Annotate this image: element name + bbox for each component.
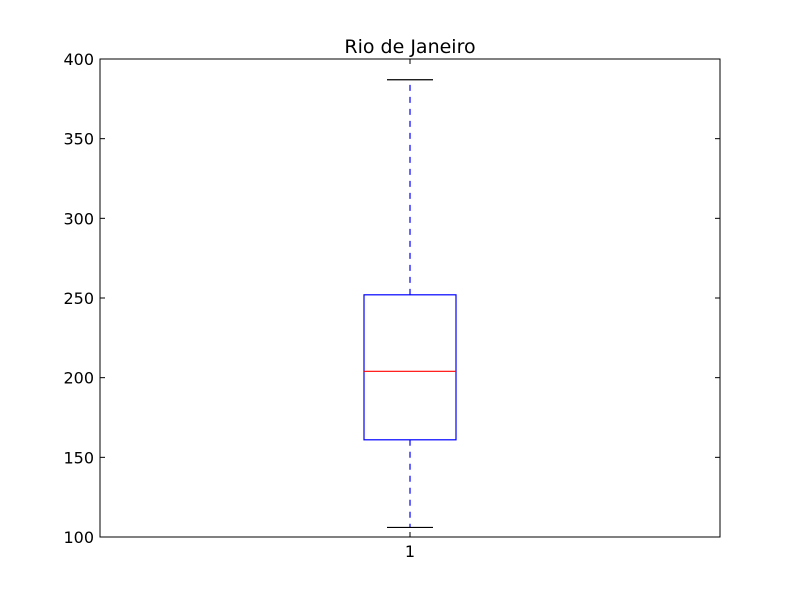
iqr-box xyxy=(363,294,457,441)
x-tick-label: 1 xyxy=(405,542,415,561)
y-tick-label: 200 xyxy=(63,369,94,388)
y-tick-label: 400 xyxy=(63,50,94,69)
y-tick-label: 300 xyxy=(63,209,94,228)
y-tick-label: 100 xyxy=(63,528,94,547)
chart-title: Rio de Janeiro xyxy=(344,36,475,58)
y-tick-label: 250 xyxy=(63,289,94,308)
y-tick-label: 350 xyxy=(63,130,94,149)
y-tick-label: 150 xyxy=(63,448,94,467)
plot-area: 100 150 200 250 300 350 400 1 xyxy=(63,50,721,561)
